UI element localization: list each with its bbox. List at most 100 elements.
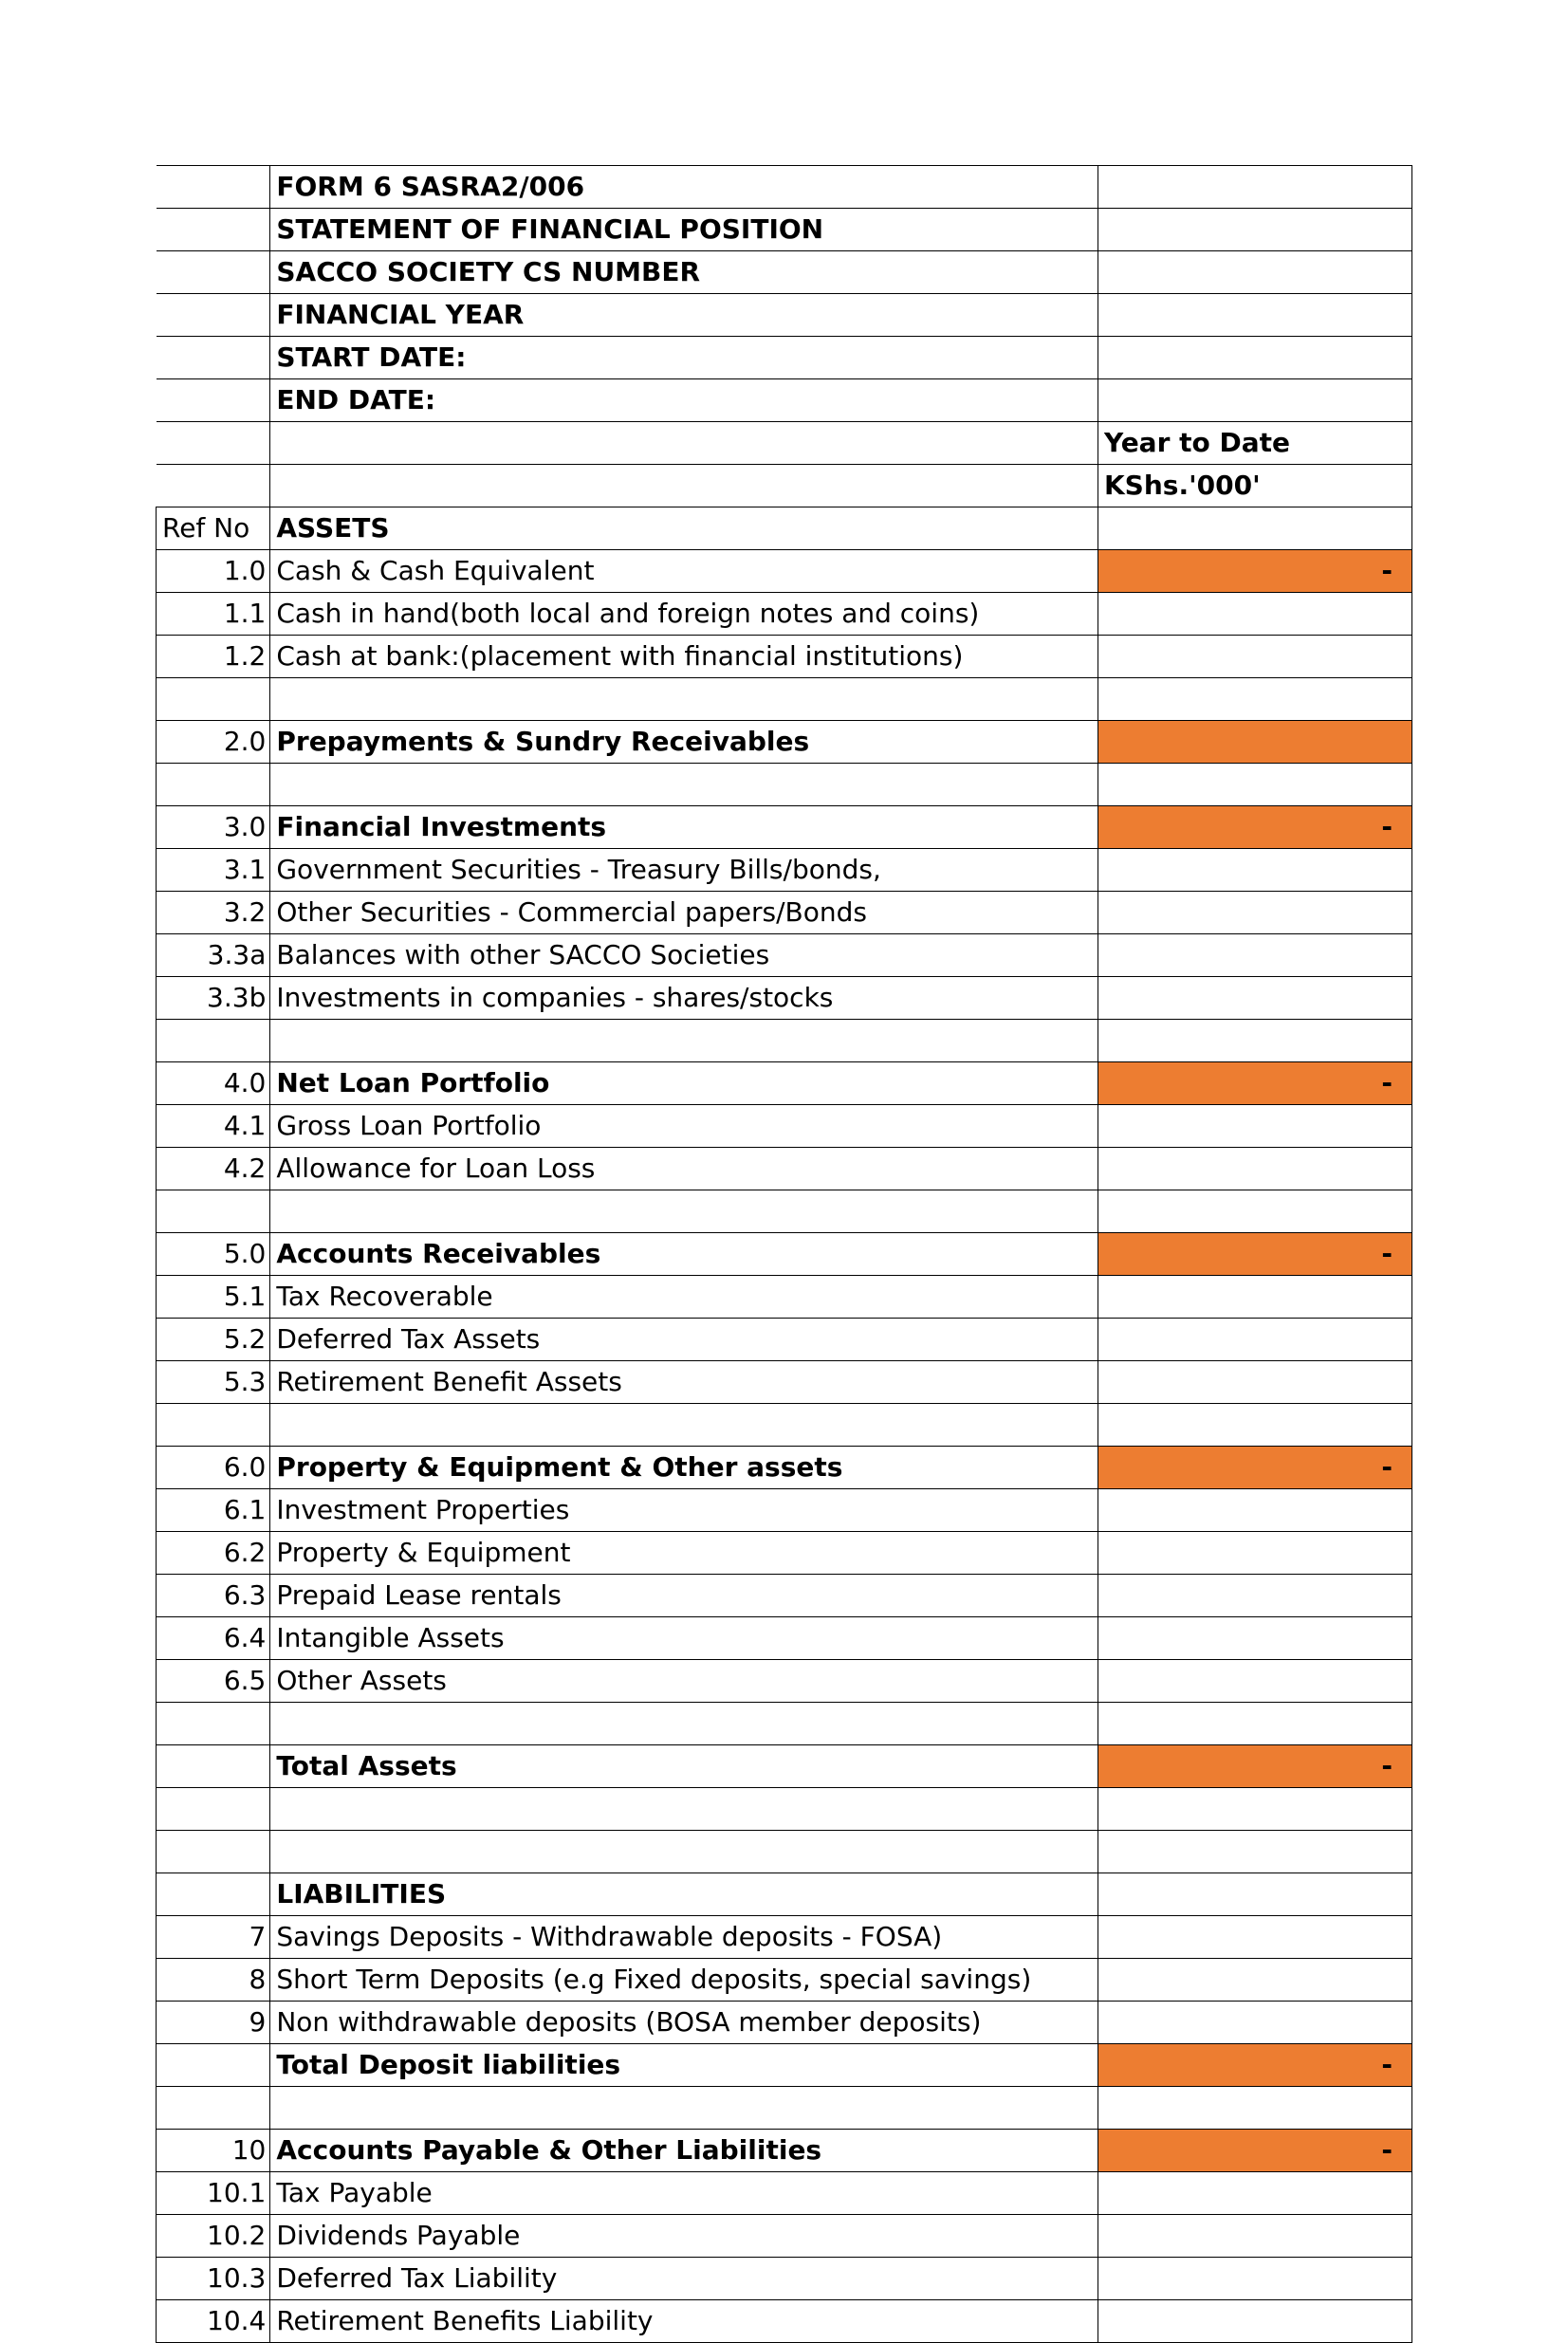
label-cell <box>270 764 1098 806</box>
ref-cell: 6.2 <box>157 1532 270 1575</box>
label-cell <box>270 1020 1098 1062</box>
value-cell: - <box>1098 2130 1411 2172</box>
ref-cell: 4.1 <box>157 1105 270 1148</box>
label-cell: Property & Equipment & Other assets <box>270 1447 1098 1489</box>
value-cell <box>1098 1148 1411 1190</box>
ref-cell: 4.0 <box>157 1062 270 1105</box>
label-cell: Financial Investments <box>270 806 1098 849</box>
label-cell: Cash in hand(both local and foreign note… <box>270 593 1098 636</box>
label-cell: Prepaid Lease rentals <box>270 1575 1098 1617</box>
value-cell <box>1098 1831 1411 1873</box>
label-cell <box>270 1404 1098 1447</box>
ref-cell: 1.2 <box>157 636 270 678</box>
table-row: 5.1Tax Recoverable <box>157 1276 1412 1319</box>
label-cell: Cash & Cash Equivalent <box>270 550 1098 593</box>
table-row <box>157 678 1412 721</box>
table-row: 10.1Tax Payable <box>157 2172 1412 2215</box>
label-cell: Savings Deposits - Withdrawable deposits… <box>270 1916 1098 1959</box>
ref-cell <box>157 1020 270 1062</box>
label-cell: Accounts Receivables <box>270 1233 1098 1276</box>
value-cell <box>1098 934 1411 977</box>
table-row: 6.3Prepaid Lease rentals <box>157 1575 1412 1617</box>
ref-cell: 10.3 <box>157 2258 270 2300</box>
ref-cell: 3.3a <box>157 934 270 977</box>
value-cell <box>1098 1404 1411 1447</box>
table-row: 10.4Retirement Benefits Liability <box>157 2300 1412 2343</box>
table-row: 5.2Deferred Tax Assets <box>157 1319 1412 1361</box>
table-row: Total Deposit liabilities- <box>157 2044 1412 2087</box>
value-cell: - <box>1098 1062 1411 1105</box>
label-cell <box>270 1788 1098 1831</box>
cs-number-label: SACCO SOCIETY CS NUMBER <box>270 251 1098 294</box>
label-cell: Deferred Tax Assets <box>270 1319 1098 1361</box>
ref-cell: 10.1 <box>157 2172 270 2215</box>
label-cell <box>270 2087 1098 2130</box>
ref-cell: 9 <box>157 2002 270 2044</box>
table-row <box>157 1831 1412 1873</box>
ref-cell: 3.0 <box>157 806 270 849</box>
header-row-title: STATEMENT OF FINANCIAL POSITION <box>157 209 1412 251</box>
header-row-ytd: Year to Date <box>157 422 1412 465</box>
value-cell <box>1098 2300 1411 2343</box>
ref-cell <box>157 678 270 721</box>
ref-cell <box>157 1190 270 1233</box>
ref-cell <box>157 2044 270 2087</box>
ref-cell: 10.4 <box>157 2300 270 2343</box>
label-cell: Total Assets <box>270 1745 1098 1788</box>
value-cell <box>1098 1276 1411 1319</box>
ref-cell <box>157 1788 270 1831</box>
table-row: 3.1Government Securities - Treasury Bill… <box>157 849 1412 892</box>
label-cell: Retirement Benefit Assets <box>270 1361 1098 1404</box>
table-row: 4.1Gross Loan Portfolio <box>157 1105 1412 1148</box>
label-cell <box>270 1831 1098 1873</box>
table-row: 1.0Cash & Cash Equivalent- <box>157 550 1412 593</box>
table-row: 4.2Allowance for Loan Loss <box>157 1148 1412 1190</box>
table-row: 6.0Property & Equipment & Other assets- <box>157 1447 1412 1489</box>
value-cell: - <box>1098 2044 1411 2087</box>
label-cell: Tax Payable <box>270 2172 1098 2215</box>
ref-cell <box>157 1703 270 1745</box>
table-row: 6.5Other Assets <box>157 1660 1412 1703</box>
refno-label: Ref No <box>157 507 270 550</box>
ref-cell: 3.3b <box>157 977 270 1020</box>
ref-cell: 3.2 <box>157 892 270 934</box>
ref-cell <box>157 1404 270 1447</box>
financial-year-label: FINANCIAL YEAR <box>270 294 1098 337</box>
value-cell <box>1098 2258 1411 2300</box>
label-cell: Property & Equipment <box>270 1532 1098 1575</box>
ref-cell: 6.0 <box>157 1447 270 1489</box>
ref-cell: 6.3 <box>157 1575 270 1617</box>
value-cell <box>1098 2172 1411 2215</box>
ref-cell: 2.0 <box>157 721 270 764</box>
label-cell: Non withdrawable deposits (BOSA member d… <box>270 2002 1098 2044</box>
col3-year-to-date: Year to Date <box>1098 422 1411 465</box>
ref-cell: 5.2 <box>157 1319 270 1361</box>
value-cell <box>1098 1788 1411 1831</box>
ref-cell <box>157 764 270 806</box>
value-cell <box>1098 1873 1411 1916</box>
ref-cell <box>157 1873 270 1916</box>
ref-cell: 5.0 <box>157 1233 270 1276</box>
ref-cell: 5.1 <box>157 1276 270 1319</box>
ref-cell <box>157 2087 270 2130</box>
col3-kshs: KShs.'000' <box>1098 465 1411 507</box>
header-row-end-date: END DATE: <box>157 379 1412 422</box>
header-row-form: FORM 6 SASRA2/006 <box>157 166 1412 209</box>
ref-cell: 6.1 <box>157 1489 270 1532</box>
label-cell: Intangible Assets <box>270 1617 1098 1660</box>
start-date-label: START DATE: <box>270 337 1098 379</box>
table-row: 10.2Dividends Payable <box>157 2215 1412 2258</box>
financial-position-table: FORM 6 SASRA2/006 STATEMENT OF FINANCIAL… <box>156 165 1412 2343</box>
ref-cell: 3.1 <box>157 849 270 892</box>
value-cell <box>1098 2087 1411 2130</box>
value-cell <box>1098 1617 1411 1660</box>
header-row-financial-year: FINANCIAL YEAR <box>157 294 1412 337</box>
table-row: 4.0Net Loan Portfolio- <box>157 1062 1412 1105</box>
label-cell: Tax Recoverable <box>270 1276 1098 1319</box>
table-row: 1.2Cash at bank:(placement with financia… <box>157 636 1412 678</box>
ref-cell <box>157 1831 270 1873</box>
ref-cell: 4.2 <box>157 1148 270 1190</box>
header-row-kshs: KShs.'000' <box>157 465 1412 507</box>
value-cell <box>1098 849 1411 892</box>
value-cell: - <box>1098 550 1411 593</box>
